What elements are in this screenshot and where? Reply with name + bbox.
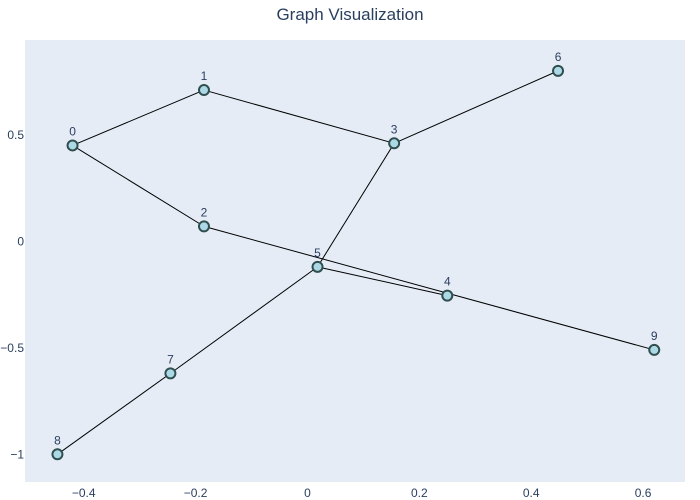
node-0: [66, 139, 79, 152]
edge-3-6: [393, 70, 559, 144]
y-tick-label: 0.5: [7, 128, 24, 142]
y-tick-label: 0: [17, 234, 24, 248]
node-label-6: 6: [555, 50, 562, 64]
node-2: [197, 220, 210, 233]
edge-0-2: [72, 145, 205, 227]
x-tick-label: 0.4: [523, 486, 540, 500]
node-5: [311, 260, 324, 273]
node-label-8: 8: [54, 433, 61, 447]
edges-layer: [57, 70, 655, 455]
x-tick-label: 0.2: [411, 486, 428, 500]
node-label-4: 4: [444, 275, 451, 289]
nodes-layer: 0 1 2 3 4 5 6 7 8 9: [51, 50, 661, 461]
edge-3-5: [317, 143, 395, 268]
y-tick-label: −0.5: [0, 341, 24, 355]
node-9: [648, 343, 661, 356]
node-4: [441, 289, 454, 302]
edge-1-3: [203, 89, 395, 144]
node-label-2: 2: [201, 205, 208, 219]
x-tick-label: 0.6: [635, 486, 652, 500]
edge-2-9: [203, 225, 655, 351]
edge-7-8: [57, 372, 171, 455]
edge-5-4: [317, 266, 448, 297]
node-8: [51, 448, 64, 461]
node-7: [164, 367, 177, 380]
edge-0-1: [72, 89, 205, 146]
node-label-3: 3: [391, 122, 398, 136]
chart-title: Graph Visualization: [276, 5, 423, 24]
node-3: [388, 137, 401, 150]
y-tick-label: −1: [10, 447, 24, 461]
node-label-0: 0: [69, 124, 76, 138]
ticks-layer: −0.4 −0.2 0 0.2 0.4 0.6 0.5 0 −0.5 −1: [0, 128, 651, 500]
x-tick-label: −0.2: [184, 486, 208, 500]
node-label-7: 7: [167, 352, 174, 366]
x-tick-label: −0.4: [72, 486, 96, 500]
node-label-5: 5: [314, 246, 321, 260]
node-label-1: 1: [201, 69, 208, 83]
edge-5-7: [170, 266, 318, 374]
node-1: [197, 84, 210, 97]
node-label-9: 9: [651, 329, 658, 343]
plot-area: [25, 40, 685, 482]
node-6: [552, 64, 565, 77]
x-tick-label: 0: [304, 486, 311, 500]
